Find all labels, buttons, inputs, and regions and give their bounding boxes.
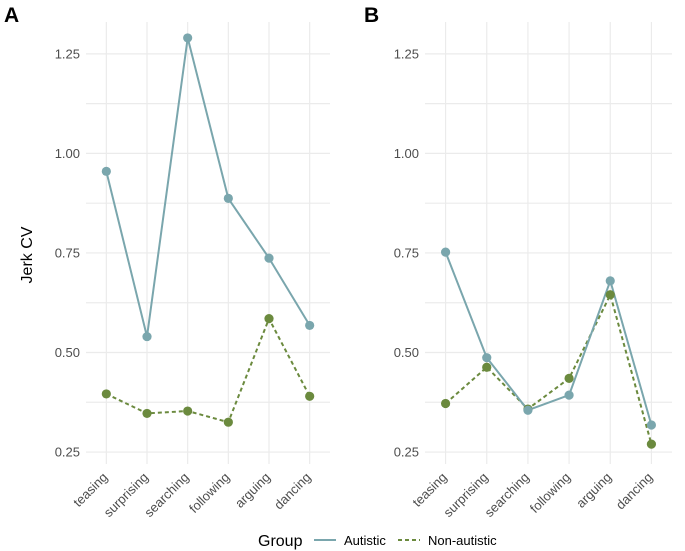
panel-a-point-autistic-following: [223, 193, 233, 204]
panel-a-y-tick-label: 0.75: [55, 245, 80, 260]
panel-b-point-non-autistic-arguing: [605, 290, 615, 300]
panel-a-point-autistic-searching: [183, 33, 193, 43]
panel-b-point-autistic-following: [564, 390, 574, 400]
panel-b-point-non-autistic-dancing: [646, 439, 657, 449]
panel-a-point-non-autistic-searching: [183, 406, 193, 416]
panel-b-point-autistic-searching: [523, 405, 533, 415]
panel-b-y-tick-label: 0.25: [394, 445, 419, 460]
panel-b-point-non-autistic-surprising: [482, 362, 492, 372]
panel-a-line-non-autistic: [105, 317, 311, 424]
panel-b-x-tick-label-searching: searching: [482, 470, 532, 520]
y-axis-title: Jerk CV: [19, 226, 36, 283]
panel-b: B 0.25 0.50 0.75 1.00 1.25 teasingsurprising…: [364, 4, 672, 520]
panel-a-label: A: [4, 4, 19, 27]
panel-b-y-ticks: 0.25 0.50 0.75 1.00 1.25: [394, 46, 419, 459]
legend-title: Group: [258, 533, 303, 550]
legend-label-autistic: Autistic: [344, 533, 386, 548]
panel-a-point-non-autistic-arguing: [264, 314, 274, 324]
panel-a-point-autistic-dancing: [305, 320, 315, 331]
panel-b-y-tick-label: 0.50: [394, 345, 419, 360]
legend-label-non-autistic: Non-autistic: [428, 533, 497, 548]
panel-b-x-tick-label-arguing: arguing: [573, 470, 614, 511]
panel-a-x-tick-label-searching: searching: [141, 470, 191, 520]
panel-a-point-autistic-teasing: [101, 166, 111, 176]
panel-a-y-tick-label: 1.25: [55, 46, 80, 61]
panel-a-point-autistic-arguing: [264, 253, 274, 263]
panel-b-x-tick-label-dancing: dancing: [613, 470, 656, 513]
panel-b-line-non-autistic: [444, 293, 653, 445]
panel-b-x-tick-label-following: following: [527, 470, 573, 516]
panel-a-x-tick-label-following: following: [186, 470, 232, 516]
panel-b-x-tick-label-teasing: teasing: [409, 470, 449, 510]
panel-a-y-tick-label: 0.25: [55, 445, 80, 460]
panel-b-point-autistic-surprising: [482, 353, 492, 363]
panel-a-y-tick-label: 1.00: [55, 146, 80, 161]
panel-a-point-non-autistic-following: [223, 417, 233, 427]
panel-a-point-non-autistic-surprising: [142, 408, 152, 419]
panel-b-point-non-autistic-following: [564, 373, 574, 383]
panel-a-point-non-autistic-teasing: [101, 389, 111, 399]
panel-b-label: B: [364, 4, 379, 27]
panel-a: A Jerk CV 0.25 0.50 0.75 1.00 1.25 teasingsu…: [4, 4, 330, 520]
panel-a-x-tick-label-teasing: teasing: [70, 470, 110, 510]
panel-a-y-tick-label: 0.50: [55, 345, 80, 360]
panel-a-series: [101, 33, 315, 427]
panel-b-point-non-autistic-teasing: [440, 398, 451, 409]
panel-b-point-autistic-arguing: [605, 276, 615, 286]
panel-a-y-ticks: 0.25 0.50 0.75 1.00 1.25: [55, 46, 80, 459]
panel-b-series: [440, 247, 657, 449]
panel-b-grid: [425, 22, 672, 464]
panel-a-line-autistic: [105, 36, 311, 338]
panel-a-point-non-autistic-dancing: [305, 391, 315, 401]
panel-b-point-autistic-teasing: [440, 247, 451, 257]
panel-a-point-autistic-surprising: [142, 331, 152, 342]
panel-b-y-tick-label: 1.25: [394, 46, 419, 61]
panel-b-y-tick-label: 1.00: [394, 146, 419, 161]
legend: Group Autistic Non-autistic: [258, 533, 497, 550]
panel-b-y-tick-label: 0.75: [394, 245, 419, 260]
panel-b-line-autistic: [444, 251, 653, 426]
panel-a-x-tick-label-arguing: arguing: [232, 470, 273, 511]
panel-b-point-autistic-dancing: [646, 420, 657, 430]
panel-a-x-tick-label-dancing: dancing: [271, 470, 314, 513]
panel-a-grid: [86, 22, 330, 464]
